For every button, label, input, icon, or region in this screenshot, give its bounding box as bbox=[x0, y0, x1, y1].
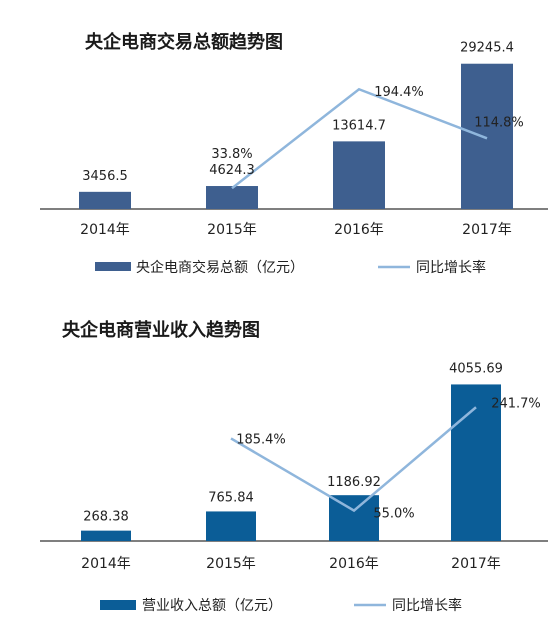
chart-1-bar-value-label-0: 3456.5 bbox=[82, 169, 128, 184]
chart-1-bar-1 bbox=[206, 186, 258, 209]
chart-2-bar-value-label-3: 4055.69 bbox=[449, 361, 503, 376]
chart-2-legend-line-label: 同比增长率 bbox=[392, 597, 462, 614]
chart-1-growth-label-2: 194.4% bbox=[374, 85, 424, 100]
chart-1-growth-label-3: 114.8% bbox=[474, 115, 524, 130]
chart-2-title: 央企电商营业收入趋势图 bbox=[62, 319, 260, 341]
chart-1-growth-label-1: 33.8% bbox=[211, 147, 252, 162]
chart-1-bar-2 bbox=[333, 141, 385, 209]
chart-2-growth-label-3: 241.7% bbox=[491, 396, 541, 411]
chart-2-legend-bar-label: 营业收入总额（亿元） bbox=[142, 598, 282, 614]
chart-1-legend-bar-label: 央企电商交易总额（亿元） bbox=[136, 259, 304, 276]
chart-2-category-label-0: 2014年 bbox=[81, 556, 131, 572]
chart-1-growth-line bbox=[231, 87, 488, 190]
chart-2-bar-3 bbox=[451, 384, 501, 541]
chart-1-category-label-3: 2017年 bbox=[462, 222, 512, 238]
chart-1-bar-0 bbox=[79, 191, 131, 209]
chart-1-title: 央企电商交易总额趋势图 bbox=[85, 31, 283, 53]
chart-2-growth-line bbox=[230, 406, 477, 513]
chart-2-bar-1 bbox=[206, 511, 256, 541]
chart-1-category-label-1: 2015年 bbox=[207, 222, 257, 238]
chart-1-legend: 央企电商交易总额（亿元） 同比增长率 bbox=[95, 259, 486, 276]
chart-2-bar-2 bbox=[329, 495, 379, 541]
chart-2-category-label-2: 2016年 bbox=[329, 556, 379, 572]
chart-2-bar-value-label-0: 268.38 bbox=[83, 510, 129, 525]
chart-2-bar-0 bbox=[81, 530, 131, 541]
chart-2-legend: 营业收入总额（亿元） 同比增长率 bbox=[100, 597, 462, 614]
chart-2-category-label-3: 2017年 bbox=[451, 556, 501, 572]
chart-1-category-label-0: 2014年 bbox=[80, 222, 130, 238]
chart-1-bar-value-label-1: 4624.3 bbox=[209, 163, 255, 178]
chart-2-bar-value-label-1: 765.84 bbox=[208, 490, 254, 505]
chart-2-bar-value-label-2: 1186.92 bbox=[327, 475, 381, 490]
chart-1-bar-3 bbox=[461, 63, 513, 209]
chart-2-growth-label-2: 55.0% bbox=[373, 507, 414, 522]
chart-2-category-label-1: 2015年 bbox=[206, 556, 256, 572]
chart-1-category-label-2: 2016年 bbox=[334, 222, 384, 238]
chart-1-bar-value-label-3: 29245.4 bbox=[460, 41, 514, 56]
chart-1-legend-line-label: 同比增长率 bbox=[416, 259, 486, 276]
chart-2-legend-bar-swatch bbox=[100, 600, 136, 610]
chart-1-legend-bar-swatch bbox=[95, 262, 131, 271]
chart-2-growth-label-1: 185.4% bbox=[236, 432, 286, 447]
chart-1-bar-value-label-2: 13614.7 bbox=[332, 118, 386, 133]
